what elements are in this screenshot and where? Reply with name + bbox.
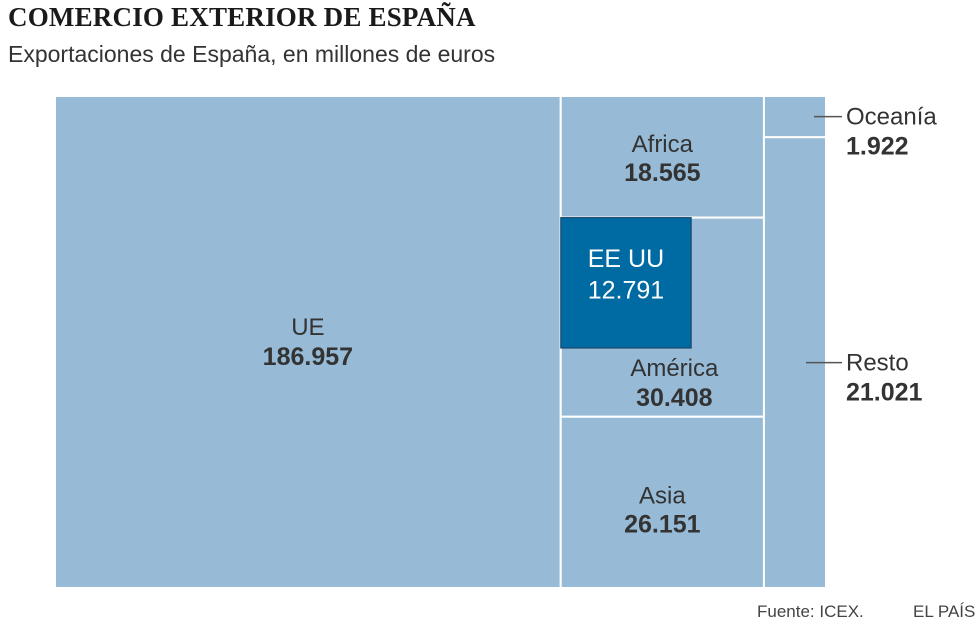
cell-asia-name: Asia (639, 482, 686, 509)
cell-resto-name: Resto (846, 350, 909, 377)
cell-asia: Asia 26.151 (559, 415, 765, 589)
cell-ue: UE 186.957 (54, 95, 562, 589)
cell-oceania: Oceanía 1.922 (762, 95, 937, 161)
cell-eeuu-highlight: EE UU 12.791 (560, 217, 692, 349)
cell-resto-value: 21.021 (846, 379, 923, 407)
chart-subtitle: Exportaciones de España, en millones de … (8, 41, 496, 67)
cell-america-value: 30.408 (636, 384, 713, 412)
cell-asia-value: 26.151 (624, 510, 701, 538)
publisher-credit: EL PAÍS (913, 602, 976, 621)
cell-ue-value: 186.957 (263, 343, 353, 371)
cell-ue-rect (54, 95, 562, 589)
cell-eeuu-rect (560, 217, 692, 349)
cell-america-name: América (630, 355, 719, 382)
source-note: Fuente: ICEX. (757, 602, 864, 621)
cell-africa-value: 18.565 (624, 159, 701, 187)
cell-oceania-value: 1.922 (846, 133, 909, 161)
chart-title: COMERCIO EXTERIOR DE ESPAÑA (8, 2, 476, 32)
cell-eeuu-value: 12.791 (588, 276, 664, 304)
cell-oceania-name: Oceanía (846, 104, 937, 131)
treemap-chart: UE 186.957 Africa 18.565 América 30.408 … (54, 95, 937, 590)
cell-resto: Resto 21.021 (762, 136, 923, 590)
cell-eeuu-name: EE UU (588, 245, 664, 273)
cell-asia-rect (559, 415, 765, 589)
cell-africa: Africa 18.565 (559, 95, 765, 219)
cell-africa-name: Africa (632, 131, 694, 158)
cell-ue-name: UE (291, 314, 324, 341)
